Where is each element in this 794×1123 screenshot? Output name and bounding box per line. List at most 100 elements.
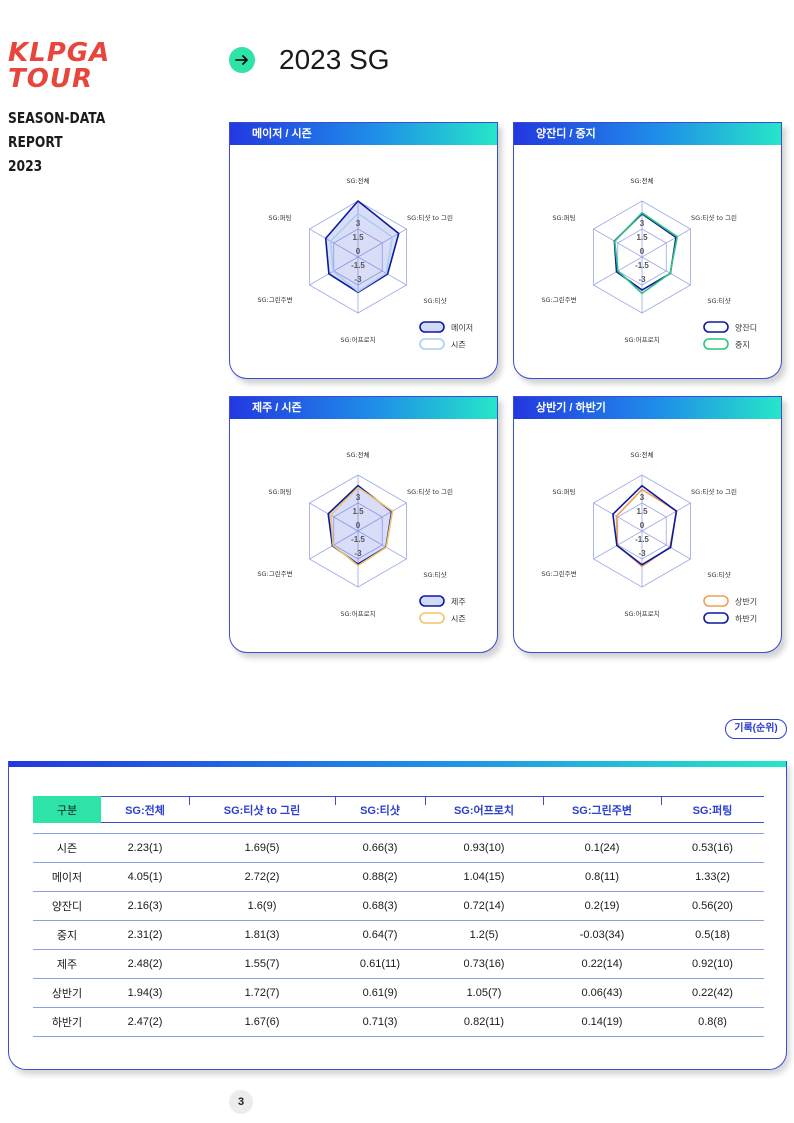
tick-label: 0 <box>640 521 645 530</box>
series-1-polygon <box>329 212 394 293</box>
table-cell: -0.03(34) <box>543 920 661 950</box>
table-cell: 1.04(15) <box>425 862 543 892</box>
tick-label: 1.5 <box>636 507 648 516</box>
table-body: 시즌 2.23(1) 1.69(5) 0.66(3) 0.93(10) 0.1(24) 0.… <box>33 822 764 1037</box>
axis-spoke <box>593 228 643 258</box>
table-spacer-row <box>33 822 764 834</box>
axis-label: SG:전체 <box>630 450 653 459</box>
legend-label: 상반기 <box>735 597 757 607</box>
axis-spoke <box>357 530 407 560</box>
axis-label: SG:그린주변 <box>541 570 576 578</box>
series-0-polygon <box>324 200 400 294</box>
table-cell: 0.14(19) <box>543 1007 661 1037</box>
table-cell: 2.31(2) <box>101 920 189 950</box>
legend-label: 시즌 <box>451 615 466 624</box>
table-row: 양잔디 2.16(3) 1.6(9) 0.68(3) 0.72(14) 0.2(19) 0.… <box>33 891 764 921</box>
axis-label: SG:티샷 <box>707 296 730 305</box>
axis-label: SG:퍼팅 <box>552 213 575 222</box>
card-title: 양잔디 / 중지 <box>514 123 781 145</box>
logo-line1: KLPGA <box>8 38 111 68</box>
axis-label: SG:어프로치 <box>624 335 659 344</box>
header-sg-around-green: SG:그린주변 <box>543 796 661 823</box>
table-cell: 0.82(11) <box>425 1007 543 1037</box>
axis-label: SG:티샷 to 그린 <box>407 487 453 496</box>
axis-label: SG:전체 <box>346 176 369 185</box>
legend-label: 시즌 <box>451 341 466 350</box>
record-rank-badge: 기록(순위) <box>725 719 787 739</box>
table-cell: 0.66(3) <box>335 833 425 863</box>
row-category: 제주 <box>33 949 101 979</box>
axis-spoke <box>641 256 691 286</box>
tick-label: -1.5 <box>635 535 649 544</box>
tick-label: -1.5 <box>351 535 365 544</box>
legend-swatch <box>419 321 445 333</box>
radar-card-jeju-season: 제주 / 시즌 3 1.5 0 -1.5 -3 SG:전체 SG:티샷 to 그린 SG:티샷… <box>229 396 498 653</box>
table-cell: 1.67(6) <box>189 1007 335 1037</box>
sg-table: 구분 SG:전체 SG:티샷 to 그린 SG:티샷 SG:어프로치 SG:그린… <box>33 796 764 1037</box>
table-cell: 0.72(14) <box>425 891 543 921</box>
series-1-polygon <box>329 486 394 567</box>
table-cell: 0.2(19) <box>543 891 661 921</box>
page-number: 3 <box>229 1090 253 1114</box>
header-sg-approach: SG:어프로치 <box>425 796 543 823</box>
table-cell: 0.5(18) <box>661 920 764 950</box>
axis-label: SG:티샷 to 그린 <box>691 487 737 496</box>
row-category: 상반기 <box>33 978 101 1008</box>
page-title: 2023 SG <box>279 44 390 75</box>
card-title: 상반기 / 하반기 <box>514 397 781 419</box>
table-cell: 0.22(14) <box>543 949 661 979</box>
series-1-polygon <box>613 212 679 295</box>
table-cell: 0.53(16) <box>661 833 764 863</box>
table-top-bar <box>9 761 786 767</box>
table-cell: 1.2(5) <box>425 920 543 950</box>
section-heading: 2023 SG <box>229 44 390 76</box>
axis-label: SG:티샷 <box>707 570 730 579</box>
card-title: 메이저 / 시즌 <box>230 123 497 145</box>
legend-swatch <box>703 338 729 350</box>
table-cell: 4.05(1) <box>101 862 189 892</box>
legend-swatch <box>419 595 445 607</box>
tick-label: 1.5 <box>352 233 364 242</box>
axis-label: SG:그린주변 <box>257 296 292 304</box>
axis-label: SG:어프로치 <box>624 609 659 618</box>
tick-label: -3 <box>354 549 362 558</box>
axis-spoke <box>357 502 407 532</box>
axis-spoke <box>641 228 691 258</box>
axis-label: SG:퍼팅 <box>552 487 575 496</box>
axis-label: SG:티샷 to 그린 <box>691 213 737 222</box>
row-category: 중지 <box>33 920 101 950</box>
axis-spoke <box>593 502 643 532</box>
klpga-tour-logo: KLPGA TOUR SEASON-DATA REPORT 2023 <box>8 40 118 178</box>
axis-label: SG:전체 <box>346 450 369 459</box>
tick-label: -3 <box>354 275 362 284</box>
sg-table-panel: 구분 SG:전체 SG:티샷 to 그린 SG:티샷 SG:어프로치 SG:그린… <box>8 761 787 1070</box>
row-category: 메이저 <box>33 862 101 892</box>
table-cell: 1.81(3) <box>189 920 335 950</box>
axis-label: SG:그린주변 <box>257 570 292 578</box>
report-label-line1: SEASON-DATA <box>8 109 106 127</box>
table-cell: 0.61(9) <box>335 978 425 1008</box>
table-cell: 0.73(16) <box>425 949 543 979</box>
axis-spoke <box>641 502 691 532</box>
legend-swatch <box>703 321 729 333</box>
tick-label: 3 <box>356 493 361 502</box>
logo-line2: TOUR <box>8 64 93 94</box>
table-row: 제주 2.48(2) 1.55(7) 0.61(11) 0.73(16) 0.22(14)… <box>33 949 764 979</box>
arrow-right-icon <box>229 47 255 73</box>
axis-label: SG:어프로치 <box>340 335 375 344</box>
table-row: 중지 2.31(2) 1.81(3) 0.64(7) 1.2(5) -0.03(34) 0.… <box>33 920 764 950</box>
table-row: 메이저 4.05(1) 2.72(2) 0.88(2) 1.04(15) 0.8(11) 1… <box>33 862 764 892</box>
tick-label: 3 <box>640 493 645 502</box>
table-row: 하반기 2.47(2) 1.67(6) 0.71(3) 0.82(11) 0.14(19)… <box>33 1007 764 1037</box>
radar-card-bent-zoysia: 양잔디 / 중지 3 1.5 0 -1.5 -3 SG:전체 SG:티샷 to 그린 SG:티… <box>513 122 782 379</box>
axis-label: SG:티샷 <box>423 570 446 579</box>
table-cell: 2.23(1) <box>101 833 189 863</box>
table-cell: 2.16(3) <box>101 891 189 921</box>
table-cell: 0.56(20) <box>661 891 764 921</box>
axis-label: SG:어프로치 <box>340 609 375 618</box>
card-title: 제주 / 시즌 <box>230 397 497 419</box>
header-sg-tee: SG:티샷 <box>335 796 425 823</box>
table-cell: 1.33(2) <box>661 862 764 892</box>
tick-label: -3 <box>638 275 646 284</box>
legend-swatch <box>703 612 729 624</box>
